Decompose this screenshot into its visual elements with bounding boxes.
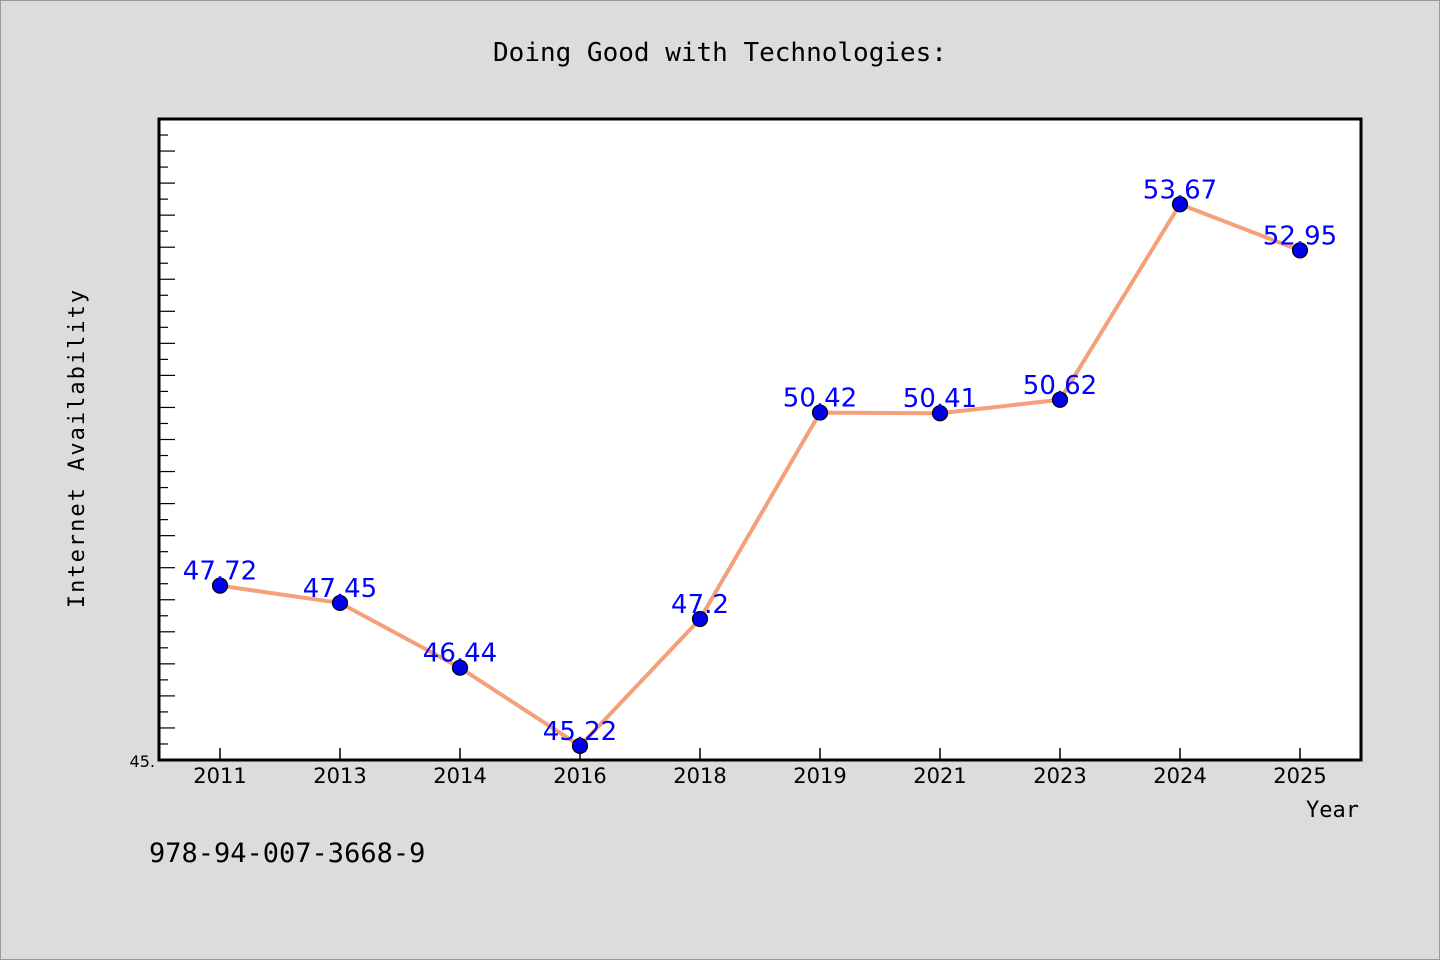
data-label: 52.95 [1263, 221, 1337, 251]
y-axis-tick-label: 45. [130, 752, 155, 771]
data-point [1171, 196, 1189, 213]
x-tick-label: 2013 [313, 764, 366, 788]
data-point [211, 577, 229, 594]
plot-area [157, 117, 1363, 762]
y-axis-ticks [159, 134, 175, 761]
data-label: 50.62 [1023, 371, 1097, 401]
x-tick-label: 2014 [433, 764, 486, 788]
data-point [451, 659, 469, 676]
chart-title: Doing Good with Technologies: [493, 38, 947, 68]
data-label: 50.41 [903, 384, 977, 414]
data-label: 46.44 [423, 639, 497, 669]
data-point [1051, 391, 1069, 408]
data-label: 53.67 [1143, 175, 1217, 205]
data-point [331, 594, 349, 612]
x-axis-label: Year [1306, 798, 1359, 823]
x-tick-label: 2021 [913, 764, 966, 788]
data-label: 47.2 [671, 590, 729, 620]
footer-isbn: 978-94-007-3668-9 [149, 838, 425, 869]
data-label: 47.72 [183, 557, 257, 587]
data-label: 50.42 [783, 384, 857, 414]
data-point [1291, 242, 1309, 259]
data-point [691, 610, 709, 628]
x-axis-ticks [219, 748, 1301, 760]
x-tick-label: 2018 [673, 764, 726, 788]
x-tick-label: 2011 [193, 764, 246, 788]
x-tick-label: 2023 [1033, 764, 1086, 788]
x-tick-label: 2024 [1153, 764, 1206, 788]
y-axis-label: Internet Availability [65, 288, 90, 608]
x-axis-tick-labels: 2011 2013 2014 2016 2018 2019 2021 2023 2024 2025 [193, 764, 1326, 788]
data-labels: 47.72 47.45 46.44 45.22 47.2 50.42 50.41 50.62 5… [183, 175, 1337, 747]
x-tick-label: 2025 [1273, 764, 1326, 788]
series-layer [211, 196, 1309, 754]
x-tick-label: 2016 [553, 764, 606, 788]
data-point [811, 404, 829, 421]
data-label: 47.45 [303, 574, 377, 604]
data-point [931, 405, 949, 422]
data-point [571, 737, 589, 754]
series-line [218, 202, 1302, 748]
data-label: 45.22 [543, 717, 617, 747]
x-tick-label: 2019 [793, 764, 846, 788]
